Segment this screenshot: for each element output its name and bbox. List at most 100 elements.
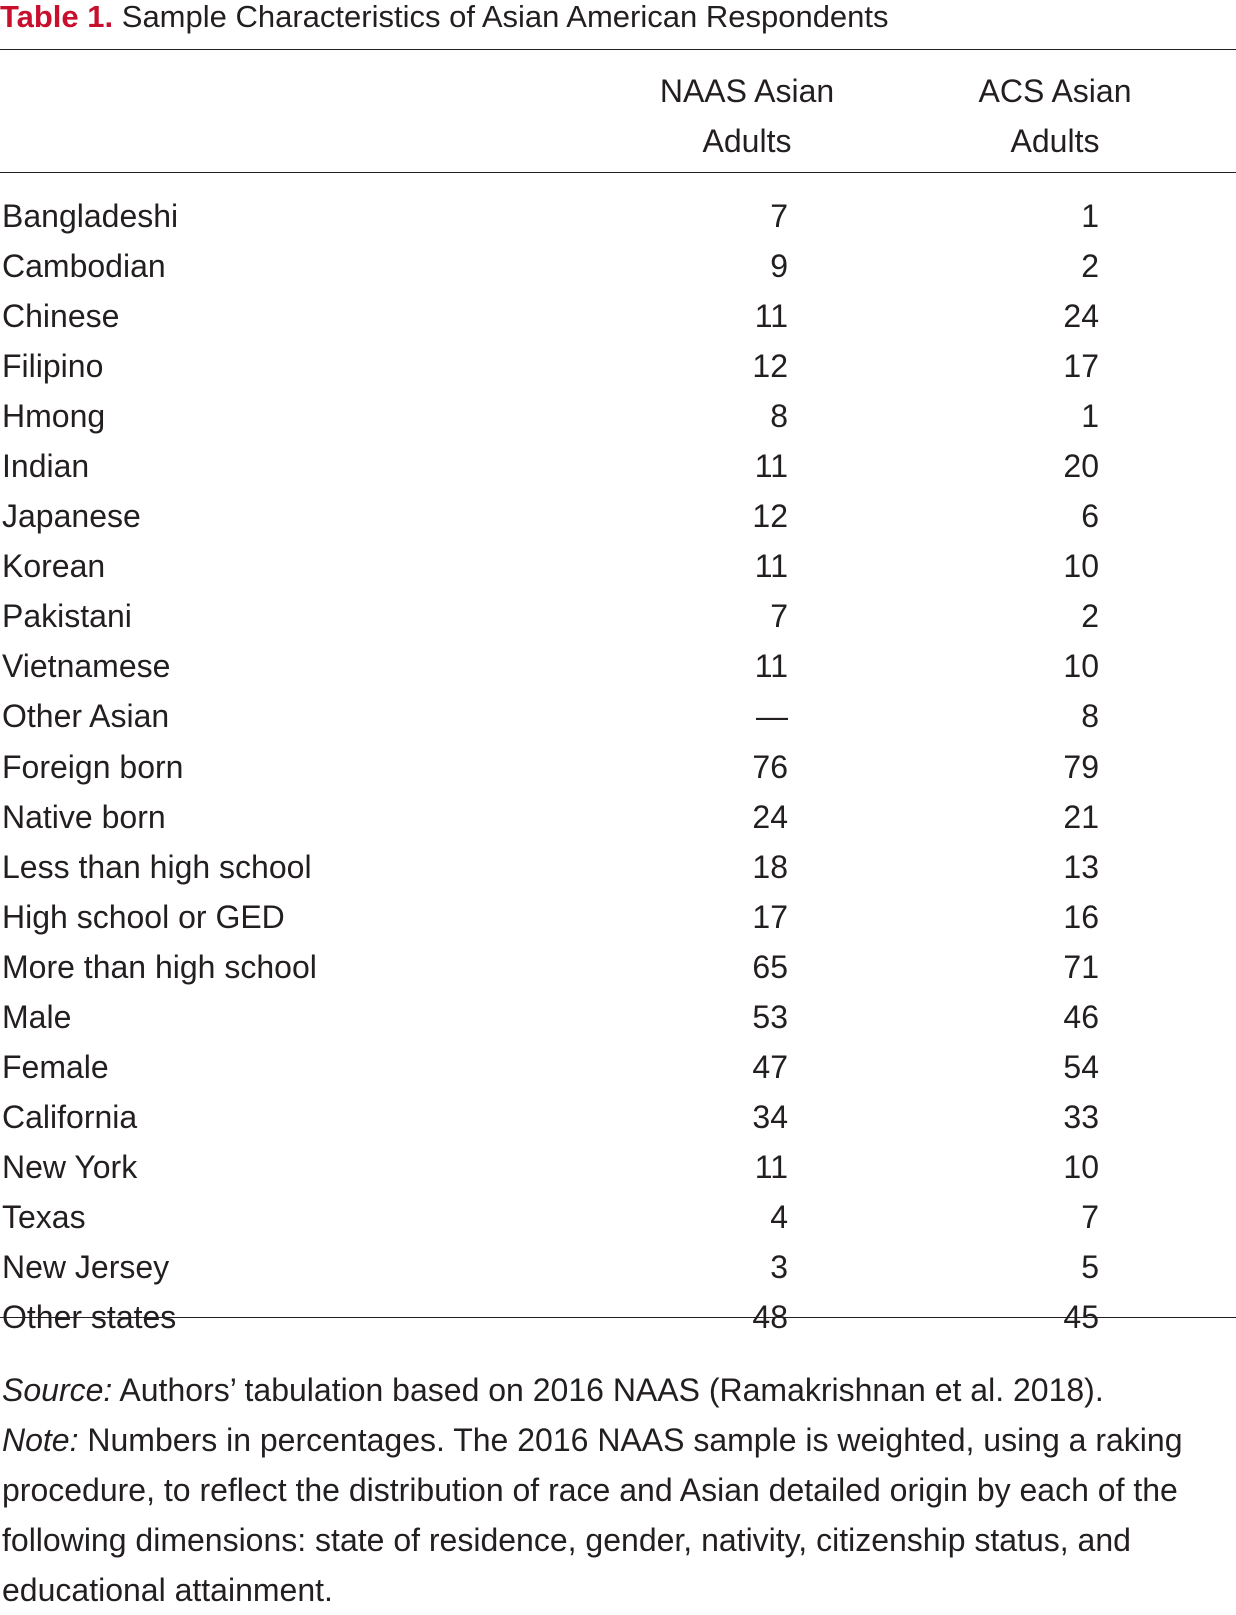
- row-category: Korean: [2, 548, 106, 585]
- naas-value: 18: [752, 848, 788, 885]
- row-category: Indian: [2, 448, 90, 485]
- acs-value: 79: [1063, 748, 1099, 785]
- naas-value: 4: [770, 1198, 788, 1235]
- note-text: Numbers in percentages. The 2016 NAAS sa…: [2, 1422, 1183, 1608]
- row-category: Native born: [2, 798, 166, 835]
- naas-value: 53: [752, 998, 788, 1035]
- naas-value: 11: [754, 448, 788, 485]
- row-category: California: [2, 1098, 138, 1135]
- acs-value: 13: [1063, 848, 1099, 885]
- column-header-acs-line2: Adults: [1010, 123, 1100, 159]
- header-rule: [0, 172, 1236, 173]
- naas-value: 12: [752, 498, 788, 535]
- naas-value: 76: [752, 748, 788, 785]
- acs-value: 1: [1081, 198, 1099, 234]
- table-row: Chinese 11 24: [0, 291, 1236, 341]
- table-number: Table 1.: [0, 0, 114, 34]
- row-category: Vietnamese: [2, 648, 171, 685]
- row-category: Foreign born: [2, 748, 184, 785]
- table-row: Bangladeshi 7 1: [0, 191, 1236, 241]
- table-notes: Source: Authors’ tabulation based on 201…: [2, 1365, 1227, 1615]
- acs-value: 21: [1063, 798, 1099, 835]
- table-row: Other Asian — 8: [0, 691, 1236, 741]
- naas-value: 65: [752, 948, 788, 985]
- row-category: Female: [2, 1048, 109, 1085]
- naas-value: 11: [754, 548, 788, 585]
- note-label: Note:: [2, 1422, 79, 1458]
- acs-value: 46: [1063, 998, 1099, 1035]
- top-rule: [0, 49, 1236, 50]
- acs-value: 1: [1081, 398, 1099, 435]
- table-row: Male 53 46: [0, 992, 1236, 1042]
- table-row: New Jersey 3 5: [0, 1242, 1236, 1292]
- acs-value: 10: [1063, 648, 1099, 685]
- row-category: More than high school: [2, 948, 317, 985]
- naas-value: 34: [752, 1098, 788, 1135]
- row-category: High school or GED: [2, 898, 285, 935]
- acs-value: 17: [1063, 348, 1099, 385]
- table-row: California 34 33: [0, 1092, 1236, 1142]
- naas-value: 8: [770, 398, 788, 435]
- bottom-rule: [0, 1317, 1236, 1318]
- column-header-acs: ACS Asian Adults: [950, 66, 1160, 166]
- table-title: Table 1. Sample Characteristics of Asian…: [0, 0, 889, 34]
- naas-value: 7: [770, 598, 788, 635]
- row-category: Male: [2, 998, 72, 1035]
- table-row: More than high school 65 71: [0, 942, 1236, 992]
- column-header-naas-line1: NAAS Asian: [659, 73, 835, 109]
- row-category: Other Asian: [2, 698, 170, 735]
- naas-value: 3: [770, 1248, 788, 1285]
- naas-value: 9: [770, 248, 788, 285]
- source-label: Source:: [2, 1372, 113, 1408]
- row-category: Hmong: [2, 398, 106, 435]
- acs-value: 2: [1081, 598, 1099, 635]
- source-text: Authors’ tabulation based on 2016 NAAS (…: [112, 1372, 1104, 1408]
- table-row: Filipino 12 17: [0, 341, 1236, 391]
- table-row: Cambodian 9 2: [0, 241, 1236, 291]
- naas-value: 11: [754, 648, 788, 685]
- table-row: Foreign born 76 79: [0, 742, 1236, 792]
- row-category: Pakistani: [2, 598, 132, 635]
- row-category: Less than high school: [2, 848, 312, 885]
- naas-value: 47: [752, 1048, 788, 1085]
- naas-value: 24: [752, 798, 788, 835]
- table-row: Less than high school 18 13: [0, 842, 1236, 892]
- row-category: Chinese: [2, 298, 120, 335]
- table-row: Texas 4 7: [0, 1192, 1236, 1242]
- row-category: Japanese: [2, 498, 141, 535]
- acs-value: 8: [1081, 698, 1099, 735]
- acs-value: 24: [1063, 298, 1099, 335]
- naas-value: 7: [770, 198, 788, 234]
- acs-value: 54: [1063, 1048, 1099, 1085]
- row-category: Bangladeshi: [2, 198, 179, 234]
- acs-value: 7: [1081, 1198, 1099, 1235]
- table-row: Pakistani 7 2: [0, 591, 1236, 641]
- acs-value: 33: [1063, 1098, 1099, 1135]
- table-row: Hmong 8 1: [0, 391, 1236, 441]
- table-row: Korean 11 10: [0, 541, 1236, 591]
- table-caption: Sample Characteristics of Asian American…: [121, 0, 889, 34]
- column-header-naas: NAAS Asian Adults: [642, 66, 852, 166]
- table-row: Japanese 12 6: [0, 491, 1236, 541]
- acs-value: 10: [1063, 1148, 1099, 1185]
- table-row: Native born 24 21: [0, 792, 1236, 842]
- acs-value: 71: [1063, 948, 1099, 985]
- naas-value: —: [756, 698, 788, 735]
- table-row: Indian 11 20: [0, 441, 1236, 491]
- table-row: Female 47 54: [0, 1042, 1236, 1092]
- table-row: Vietnamese 11 10: [0, 641, 1236, 691]
- acs-value: 6: [1081, 498, 1099, 535]
- row-category: Filipino: [2, 348, 104, 385]
- row-category: Cambodian: [2, 248, 166, 285]
- note-paragraph: Note: Numbers in percentages. The 2016 N…: [2, 1415, 1227, 1615]
- column-header-naas-line2: Adults: [702, 123, 792, 159]
- table-row: High school or GED 17 16: [0, 892, 1236, 942]
- table-row: New York 11 10: [0, 1142, 1236, 1192]
- naas-value: 11: [754, 1148, 788, 1185]
- naas-value: 12: [752, 348, 788, 385]
- acs-value: 20: [1063, 448, 1099, 485]
- acs-value: 2: [1081, 248, 1099, 285]
- column-header-acs-line1: ACS Asian: [978, 73, 1132, 109]
- acs-value: 10: [1063, 548, 1099, 585]
- row-category: New York: [2, 1148, 138, 1185]
